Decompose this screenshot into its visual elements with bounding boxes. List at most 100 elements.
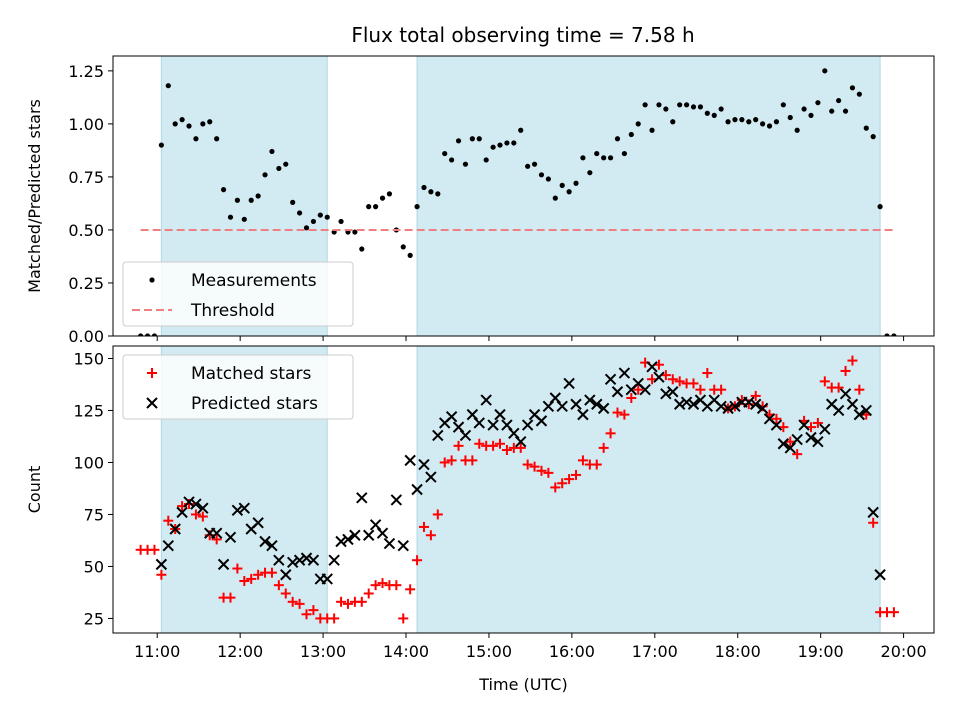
measurement-point: [490, 144, 496, 150]
measurement-point: [435, 191, 441, 197]
predicted-star-stroke: [743, 396, 755, 408]
predicted-star-stroke: [432, 429, 444, 442]
measurement-point: [379, 195, 386, 201]
measurement-point: [352, 229, 358, 235]
predicted-star-point: [743, 396, 755, 408]
matched-star-point: [792, 449, 803, 460]
predicted-star-stroke: [321, 573, 333, 585]
predicted-star-stroke: [680, 396, 693, 408]
predicted-star-stroke: [397, 539, 409, 552]
measurement-point: [296, 210, 303, 216]
predicted-star-stroke: [515, 435, 527, 448]
matched-star-point: [370, 580, 381, 591]
predicted-star-stroke: [238, 502, 251, 514]
matched-star-point: [647, 374, 658, 385]
matched-star-point: [522, 459, 533, 470]
matched-star-point: [149, 544, 160, 555]
predicted-star-stroke: [770, 419, 783, 431]
matched-star-point: [688, 378, 699, 389]
predicted-star-point: [570, 398, 582, 410]
x-tick-label: 18:00: [715, 642, 761, 661]
matched-star-point: [246, 573, 257, 584]
predicted-star-stroke: [224, 531, 237, 544]
predicted-star-stroke: [155, 558, 168, 571]
matched-star-point: [626, 392, 637, 403]
legend-label: Predicted stars: [191, 394, 318, 414]
predicted-star-stroke: [791, 433, 803, 446]
measurement-point: [663, 106, 669, 112]
matched-star-point: [536, 465, 547, 476]
matched-star-point: [232, 563, 243, 574]
measurement-point: [711, 112, 717, 118]
predicted-star-point: [756, 402, 769, 415]
predicted-star-stroke: [639, 383, 651, 396]
bottom-panel: 25 50 75 100 125 150 11:00 12:00 13:00 14:00 15:00…: [25, 345, 935, 694]
matched-star-point: [211, 534, 222, 545]
measurement-point: [449, 157, 455, 163]
predicted-star-point: [563, 377, 575, 390]
predicted-star-point: [390, 494, 403, 506]
predicted-star-stroke: [487, 419, 499, 431]
matched-star-point: [363, 588, 374, 599]
predicted-star-point: [715, 400, 727, 413]
measurement-point: [172, 121, 178, 127]
predicted-star-point: [812, 435, 824, 448]
matched-star-point: [280, 588, 291, 599]
predicted-star-stroke: [266, 539, 278, 552]
predicted-star-point: [770, 419, 783, 431]
data-marks: [135, 355, 899, 624]
predicted-star-stroke: [328, 554, 340, 566]
x-tick-label: 16:00: [549, 642, 595, 661]
matched-star-point: [425, 530, 436, 541]
predicted-star-point: [307, 554, 320, 566]
predicted-star-stroke: [169, 523, 181, 535]
predicted-star-stroke: [418, 458, 430, 471]
measurement-point: [766, 123, 773, 129]
predicted-star-stroke: [673, 398, 686, 410]
measurement-point: [760, 121, 766, 127]
matched-star-point: [529, 461, 540, 472]
predicted-star-stroke: [715, 400, 727, 413]
matched-star-point: [674, 376, 685, 387]
measurement-point: [794, 127, 800, 133]
predicted-star-stroke: [805, 431, 817, 444]
measurement-point: [566, 189, 572, 195]
predicted-star-stroke: [798, 419, 810, 431]
matched-star-point: [550, 482, 561, 493]
predicted-star-stroke: [667, 386, 679, 398]
measurement-point: [780, 102, 786, 108]
predicted-star-stroke: [756, 402, 769, 415]
measurement-point: [739, 117, 745, 123]
measurement-point: [421, 184, 427, 191]
matched-star-point: [888, 607, 899, 618]
matched-star-point: [805, 422, 816, 433]
predicted-star-point: [819, 423, 831, 435]
predicted-star-point: [839, 388, 852, 400]
predicted-star-stroke: [494, 408, 506, 421]
predicted-star-point: [266, 539, 278, 552]
predicted-star-stroke: [369, 519, 382, 531]
measurement-point: [476, 136, 482, 142]
predicted-star-point: [639, 383, 651, 396]
predicted-star-point: [404, 454, 416, 467]
predicted-star-stroke: [687, 398, 700, 410]
measurement-point: [290, 199, 296, 205]
predicted-star-stroke: [867, 506, 879, 519]
predicted-star-point: [874, 569, 886, 581]
predicted-star-point: [591, 398, 603, 410]
measurement-point: [531, 161, 538, 167]
measurement-point: [849, 85, 856, 91]
measurement-point: [628, 131, 634, 138]
measurement-point: [138, 333, 144, 336]
y-tick-label: 100: [73, 453, 104, 472]
predicted-star-stroke: [722, 402, 734, 415]
measurement-point: [303, 225, 310, 231]
measurement-point: [697, 104, 704, 110]
predicted-star-stroke: [445, 411, 458, 423]
measurement-point: [545, 176, 551, 182]
x-tick-label: 15:00: [466, 642, 512, 661]
predicted-star-stroke: [749, 398, 762, 410]
matched-star-point: [190, 509, 201, 520]
measurement-point: [483, 157, 489, 163]
measurement-point: [455, 138, 462, 144]
